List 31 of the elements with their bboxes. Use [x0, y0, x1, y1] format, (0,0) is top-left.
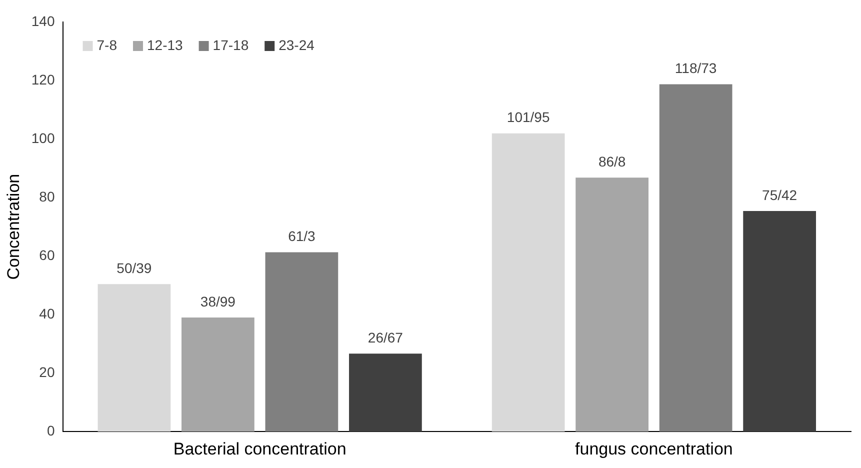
legend-label: 17-18: [212, 36, 249, 53]
x-tick-label: fungus concentration: [575, 439, 733, 458]
y-tick-label: 20: [39, 364, 55, 380]
y-tick-label: 0: [46, 422, 55, 438]
y-tick-label: 100: [31, 130, 55, 146]
bar: [349, 354, 422, 432]
data-label: 101/95: [506, 109, 550, 126]
data-label: 50/39: [116, 260, 152, 276]
legend-label: 12-13: [146, 36, 184, 53]
y-tick-label: 140: [31, 12, 55, 29]
bar: [182, 318, 254, 432]
data-label: 75/42: [762, 186, 798, 203]
y-tick-label: 60: [39, 246, 55, 263]
bar: [98, 284, 171, 432]
y-axis-title: Concentration: [4, 174, 23, 280]
legend-label: 7-8: [96, 36, 118, 53]
data-label: 26/67: [368, 329, 404, 346]
bar: [492, 133, 565, 432]
x-tick-label: Bacterial concentration: [173, 439, 346, 458]
y-tick-label: 80: [39, 188, 55, 204]
bar: [659, 84, 732, 432]
data-label: 38/99: [200, 293, 236, 310]
data-label: 118/73: [674, 60, 717, 76]
data-label: 86/8: [598, 154, 626, 170]
legend-label: 23-24: [278, 36, 315, 53]
bar: [265, 252, 338, 432]
y-tick-label: 40: [39, 305, 55, 322]
y-tick-label: 120: [31, 71, 55, 88]
bar: [576, 178, 648, 432]
bar: [743, 210, 816, 432]
data-label: 61/3: [288, 228, 316, 244]
